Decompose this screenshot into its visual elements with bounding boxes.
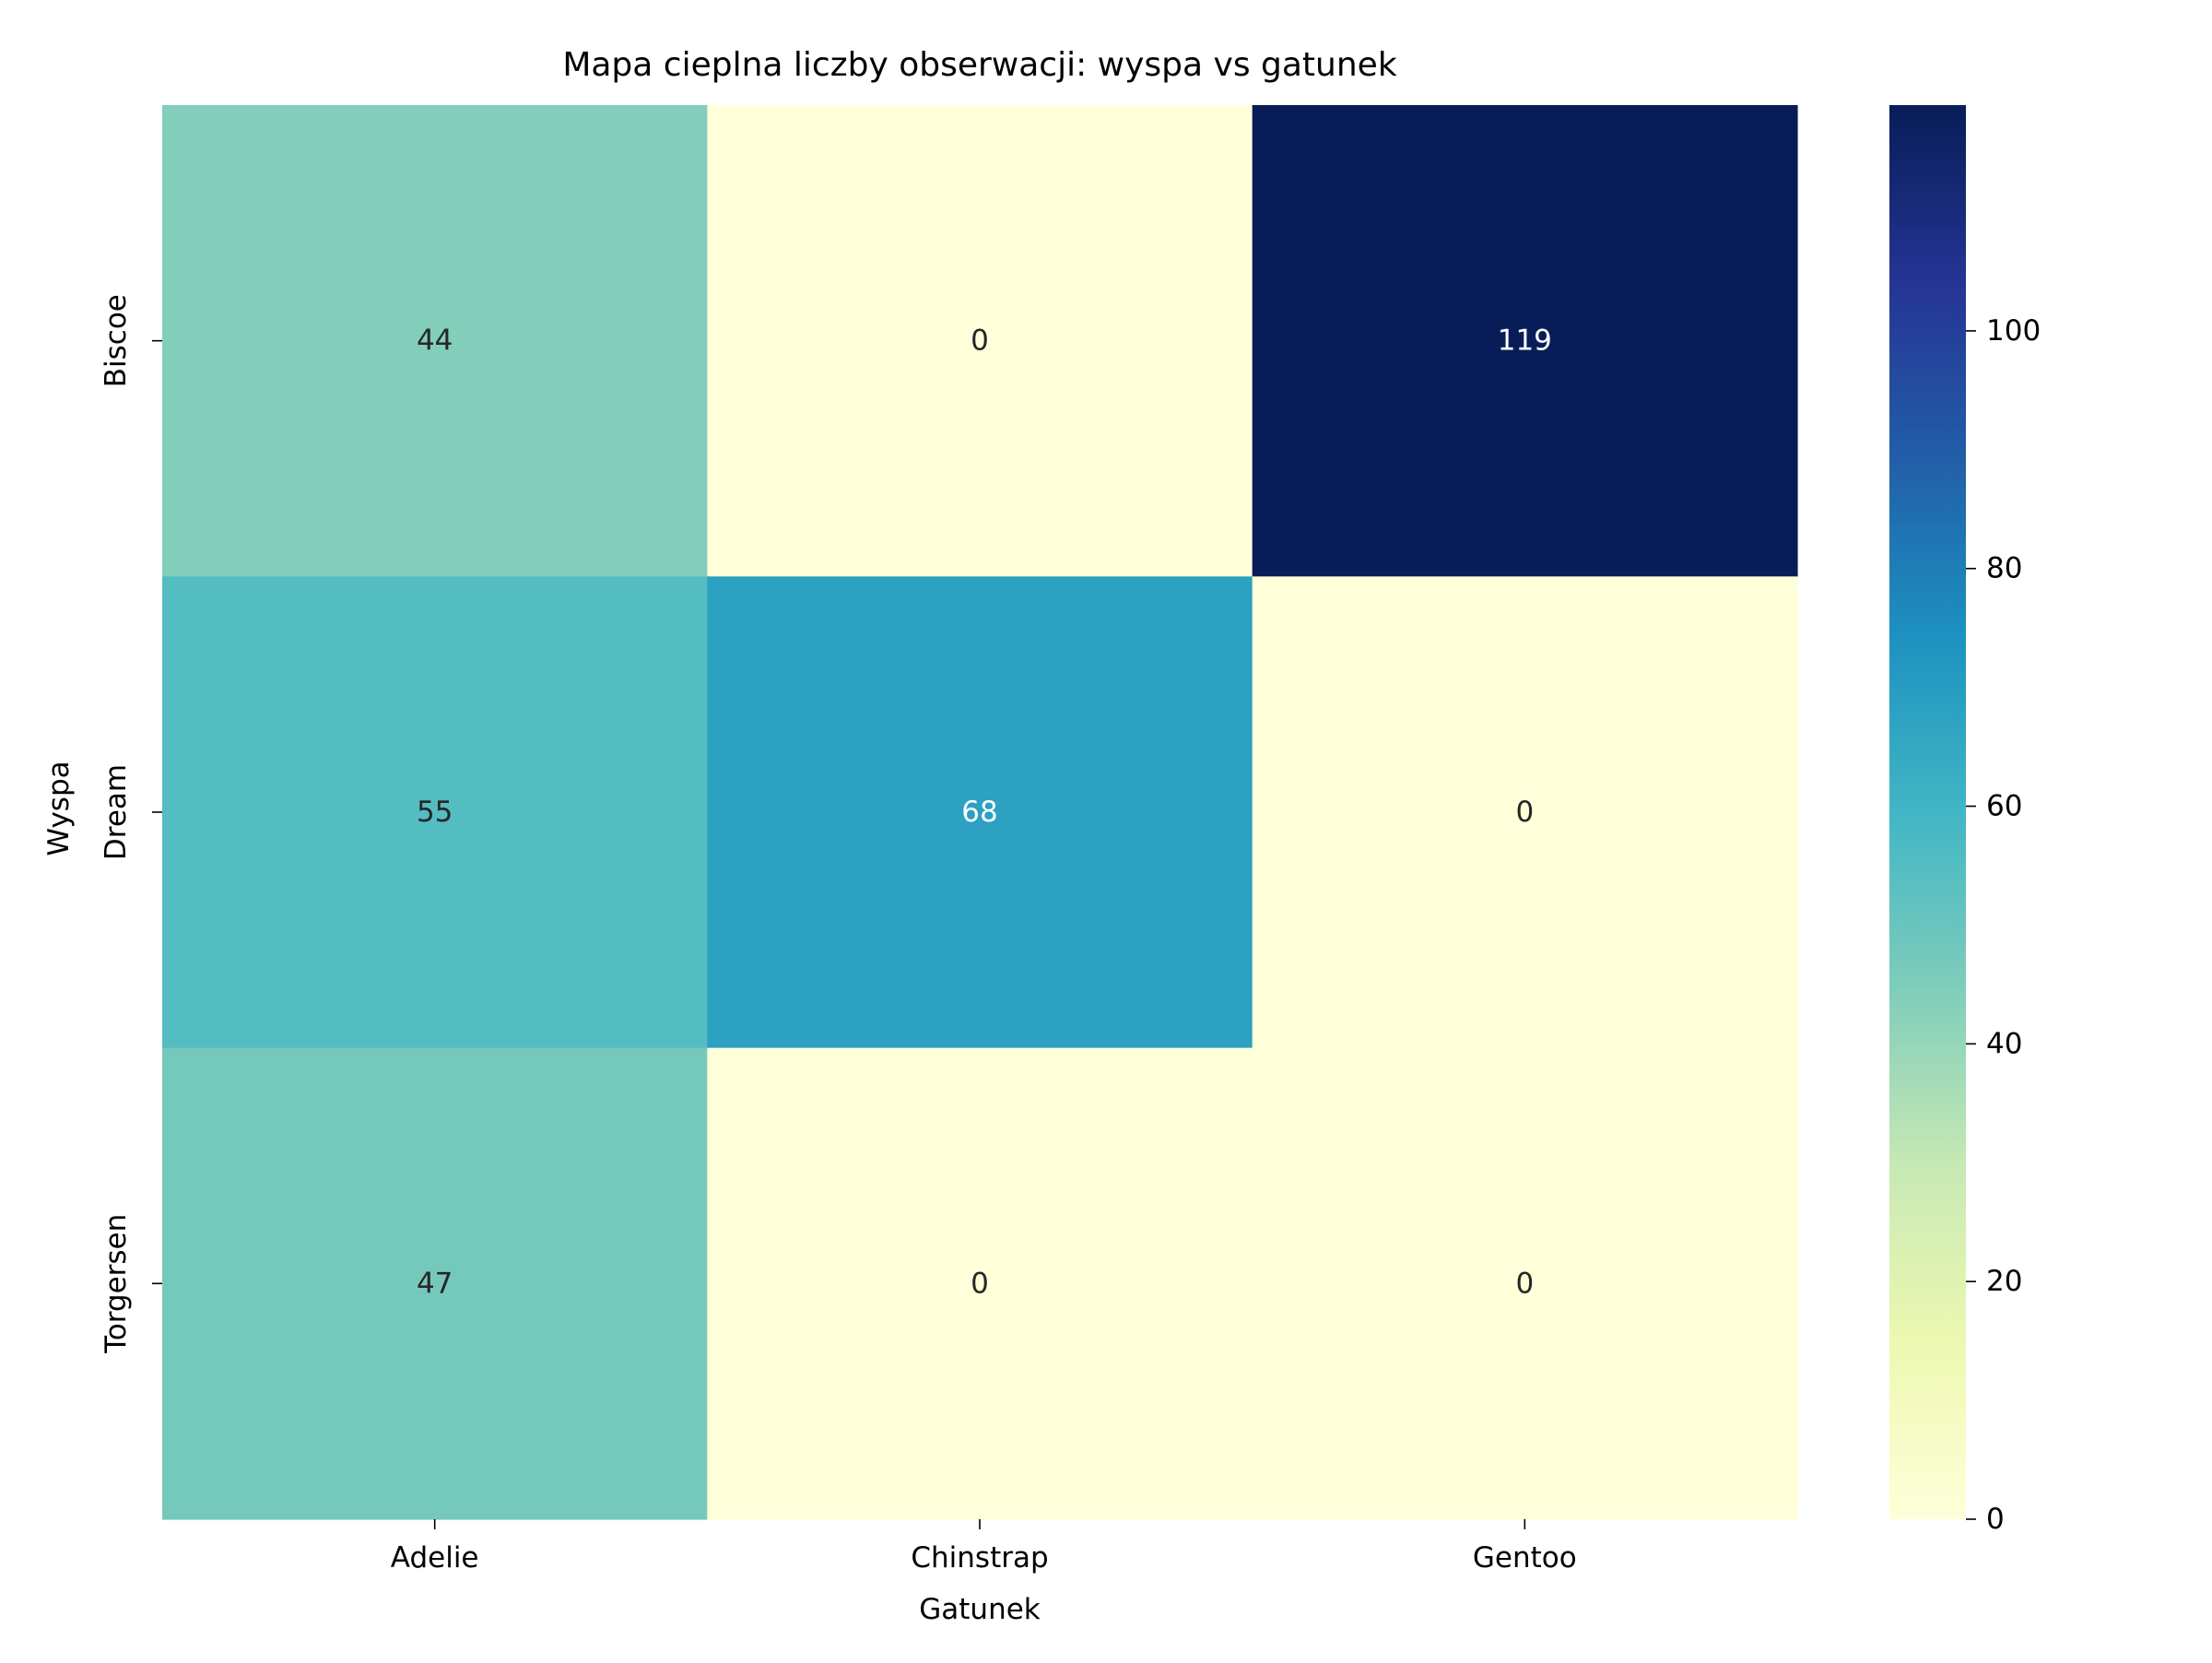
heatmap-cells <box>162 105 1798 1520</box>
cell-value-label: 0 <box>1515 796 1534 829</box>
x-axis-label: Gatunek <box>919 1593 1041 1626</box>
chart-title: Mapa cieplna liczby obserwacji: wyspa vs… <box>562 46 1397 84</box>
y-axis-label: Wyspa <box>42 761 76 855</box>
x-axis: Adelie Chinstrap Gentoo <box>391 1519 1577 1575</box>
cell-value-label: 0 <box>1515 1267 1534 1300</box>
cell-value-label: 119 <box>1498 324 1552 358</box>
heatmap-cell <box>162 105 708 577</box>
cell-value-label: 47 <box>417 1267 453 1300</box>
y-tick-label: Biscoe <box>100 294 133 387</box>
heatmap-value-labels: 44 0 119 55 68 0 47 0 0 <box>417 324 1552 1301</box>
colorbar: 0 20 40 60 80 100 <box>1889 105 2041 1536</box>
y-tick-label: Dream <box>100 764 133 860</box>
x-tick-label: Chinstrap <box>911 1541 1048 1575</box>
cell-value-label: 44 <box>417 324 453 358</box>
colorbar-tick-label: 20 <box>1986 1265 2022 1298</box>
colorbar-tick-label: 80 <box>1986 552 2022 585</box>
y-axis: Biscoe Dream Torgersen <box>100 294 162 1354</box>
heatmap-cell <box>1252 105 1798 577</box>
colorbar-gradient <box>1889 105 1966 1519</box>
heatmap-cell <box>1252 1047 1798 1520</box>
cell-value-label: 55 <box>417 796 453 829</box>
cell-value-label: 0 <box>971 324 989 358</box>
y-tick-label: Torgersen <box>100 1214 133 1354</box>
heatmap-cell <box>162 576 708 1049</box>
colorbar-tick-label: 100 <box>1986 314 2041 348</box>
x-tick-label: Gentoo <box>1473 1541 1577 1575</box>
heatmap-cell <box>707 1047 1253 1520</box>
x-tick-label: Adelie <box>391 1541 479 1575</box>
heatmap-cell <box>707 576 1253 1049</box>
heatmap-cell <box>1252 576 1798 1049</box>
heatmap-cell <box>707 105 1253 577</box>
cell-value-label: 0 <box>971 1267 989 1300</box>
heatmap-cell <box>162 1047 708 1520</box>
cell-value-label: 68 <box>961 796 997 829</box>
colorbar-tick-label: 60 <box>1986 790 2022 823</box>
colorbar-tick-label: 40 <box>1986 1027 2022 1060</box>
colorbar-tick-label: 0 <box>1986 1503 2005 1536</box>
